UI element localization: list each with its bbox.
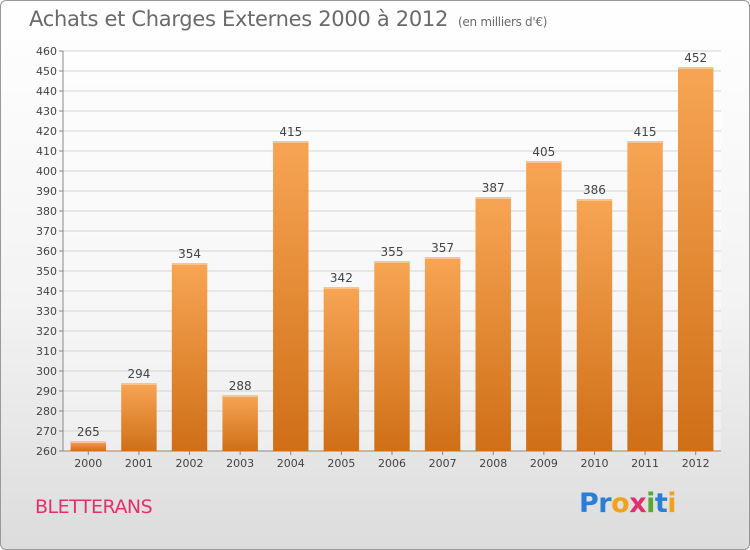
- data-label: 294: [127, 367, 150, 381]
- chart-title: Achats et Charges Externes 2000 à 2012 (e…: [29, 7, 547, 31]
- y-tick-label: 460: [36, 45, 57, 58]
- y-tick-label: 430: [36, 105, 57, 118]
- y-tick-label: 320: [36, 325, 57, 338]
- logo-letter: i: [646, 488, 655, 519]
- bar-highlight: [70, 441, 107, 443]
- location-label: BLETTERANS: [35, 496, 153, 518]
- chart-unit-label: (en milliers d'€): [458, 15, 548, 29]
- data-label: 387: [482, 181, 505, 195]
- bar-highlight: [121, 383, 157, 385]
- bar: [323, 287, 360, 451]
- bar: [121, 383, 157, 451]
- bar: [222, 395, 258, 451]
- data-label: 357: [431, 241, 454, 255]
- y-tick-label: 300: [36, 365, 57, 378]
- y-tick-label: 350: [36, 265, 57, 278]
- bar-highlight: [323, 287, 360, 289]
- y-tick-label: 340: [36, 285, 57, 298]
- bar-highlight: [627, 141, 663, 143]
- y-tick-label: 360: [36, 245, 57, 258]
- y-tick-label: 290: [36, 385, 57, 398]
- x-tick-label: 2008: [479, 457, 507, 470]
- logo-letter: r: [598, 488, 612, 519]
- y-tick-label: 260: [36, 445, 57, 458]
- data-label: 354: [178, 247, 201, 261]
- x-tick-label: 2001: [125, 457, 153, 470]
- bar: [374, 261, 410, 451]
- x-tick-label: 2005: [327, 457, 355, 470]
- y-tick-label: 400: [36, 165, 57, 178]
- data-label: 415: [634, 125, 657, 139]
- bar-highlight: [424, 257, 461, 259]
- bar-highlight: [273, 141, 309, 143]
- bar: [576, 199, 613, 451]
- x-tick-label: 2000: [74, 457, 102, 470]
- logo-letter: x: [629, 488, 647, 519]
- logo-letter: t: [654, 488, 668, 519]
- x-tick-label: 2007: [429, 457, 457, 470]
- x-tick-label: 2004: [277, 457, 305, 470]
- y-tick-label: 330: [36, 305, 57, 318]
- bar: [526, 161, 562, 451]
- y-tick-label: 280: [36, 405, 57, 418]
- data-label: 452: [684, 51, 707, 65]
- data-label: 405: [532, 145, 555, 159]
- bar-highlight: [171, 263, 208, 265]
- y-tick-label: 370: [36, 225, 57, 238]
- y-tick-label: 410: [36, 145, 57, 158]
- data-label: 386: [583, 183, 606, 197]
- x-tick-label: 2003: [226, 457, 254, 470]
- bar-highlight: [374, 261, 410, 263]
- y-tick-label: 450: [36, 65, 57, 78]
- bar: [171, 263, 208, 451]
- bar-highlight: [475, 197, 511, 199]
- logo-letter: o: [611, 488, 630, 519]
- x-tick-label: 2006: [378, 457, 406, 470]
- data-label: 355: [381, 245, 404, 259]
- y-tick-label: 310: [36, 345, 57, 358]
- y-tick-label: 380: [36, 205, 57, 218]
- x-tick-label: 2010: [580, 457, 608, 470]
- data-label: 415: [279, 125, 302, 139]
- y-tick-label: 440: [36, 85, 57, 98]
- y-tick-label: 270: [36, 425, 57, 438]
- chart-title-text: Achats et Charges Externes 2000 à 2012: [29, 7, 449, 31]
- logo-letter: P: [579, 488, 599, 519]
- x-tick-label: 2012: [682, 457, 710, 470]
- bar: [273, 141, 309, 451]
- data-label: 342: [330, 271, 353, 285]
- bar-highlight: [576, 199, 613, 201]
- x-tick-label: 2011: [631, 457, 659, 470]
- bar: [677, 67, 714, 451]
- x-tick-label: 2002: [176, 457, 204, 470]
- bar: [424, 257, 461, 451]
- data-label: 265: [77, 425, 100, 439]
- bar: [70, 441, 107, 451]
- bar-highlight: [222, 395, 258, 397]
- y-tick-label: 420: [36, 125, 57, 138]
- logo-letter: i: [667, 488, 677, 519]
- proxiti-logo: Proxiti: [579, 488, 677, 519]
- y-tick-label: 390: [36, 185, 57, 198]
- x-tick-label: 2009: [530, 457, 558, 470]
- bar: [627, 141, 663, 451]
- bar: [475, 197, 511, 451]
- data-label: 288: [229, 379, 252, 393]
- bar-highlight: [526, 161, 562, 163]
- bar-highlight: [677, 67, 714, 69]
